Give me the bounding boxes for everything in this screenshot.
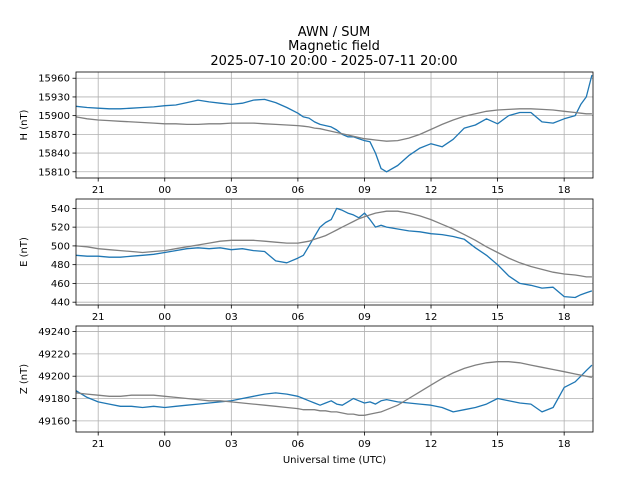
x-tick-label: 03 (225, 439, 238, 450)
series-quiet-h (76, 108, 592, 142)
x-tick-label: 00 (158, 185, 171, 196)
x-tick-label: 06 (292, 439, 305, 450)
x-tick-label: 18 (558, 185, 571, 196)
series-measured-h (76, 74, 593, 173)
y-axis-label: H (nT) (19, 109, 30, 140)
x-tick-label: 06 (292, 185, 305, 196)
x-tick-label: 21 (92, 185, 105, 196)
x-tick-label: 15 (491, 185, 504, 196)
x-tick-label: 12 (425, 312, 438, 323)
y-tick-label: 460 (51, 279, 70, 290)
panel-z: 21 00 03 06 09 12 15 18 49160 49180 49200 49220 4924… (19, 325, 594, 466)
y-tick-label: 520 (51, 223, 70, 234)
x-tick-label: 00 (158, 312, 171, 323)
x-tick-label: 12 (425, 185, 438, 196)
y-tick-label: 15960 (38, 74, 70, 85)
x-tick-label: 03 (225, 312, 238, 323)
x-tick-label: 15 (491, 312, 504, 323)
axes-frame (75, 325, 594, 433)
y-tick-label: 15900 (38, 111, 70, 122)
series-quiet-z (76, 361, 593, 416)
y-axis-label: Z (nT) (19, 364, 30, 394)
panels: 21 00 03 06 09 12 15 18 15810 15840 15870 15900 1593… (19, 71, 594, 466)
series-measured-z (76, 364, 593, 413)
y-axis-label: E (nT) (19, 237, 30, 267)
x-tick-label: 12 (425, 439, 438, 450)
y-tick-label: 15840 (38, 149, 70, 160)
y-tick-label: 49160 (38, 416, 70, 427)
x-tick-label: 03 (225, 185, 238, 196)
panel-h: 21 00 03 06 09 12 15 18 15810 15840 15870 15900 1593… (19, 71, 594, 196)
x-tick-label: 21 (92, 312, 105, 323)
y-tick-label: 540 (51, 204, 70, 215)
y-tick-label: 49180 (38, 394, 70, 405)
x-tick-label: 06 (292, 312, 305, 323)
chart-title-line3: 2025-07-10 20:00 - 2025-07-11 20:00 (210, 54, 457, 69)
x-tick-label: 09 (358, 185, 371, 196)
x-tick-label: 21 (92, 439, 105, 450)
x-tick-label: 18 (558, 439, 571, 450)
x-tick-label: 18 (558, 312, 571, 323)
x-tick-label: 15 (491, 439, 504, 450)
y-tick-label: 500 (51, 241, 70, 252)
axes-frame (75, 198, 594, 306)
panel-e: 21 00 03 06 09 12 15 18 440 460 480 500 520 540 E (nT) (19, 198, 594, 323)
y-tick-label: 15870 (38, 130, 70, 141)
y-tick-label: 49220 (38, 349, 70, 360)
x-axis-label: Universal time (UTC) (283, 455, 386, 466)
x-tick-label: 09 (358, 439, 371, 450)
y-tick-label: 15810 (38, 167, 70, 178)
y-tick-label: 440 (51, 298, 70, 309)
x-tick-label: 09 (358, 312, 371, 323)
y-tick-label: 15930 (38, 92, 70, 103)
chart-title-line1: AWN / SUM (298, 25, 370, 40)
series-quiet-e (76, 210, 592, 278)
x-tick-label: 00 (158, 439, 171, 450)
axes-frame (75, 71, 594, 179)
y-tick-label: 480 (51, 260, 70, 271)
y-tick-label: 49200 (38, 372, 70, 383)
chart-title-line2: Magnetic field (288, 39, 380, 54)
y-tick-label: 49240 (38, 327, 70, 338)
series-measured-e (76, 207, 593, 299)
